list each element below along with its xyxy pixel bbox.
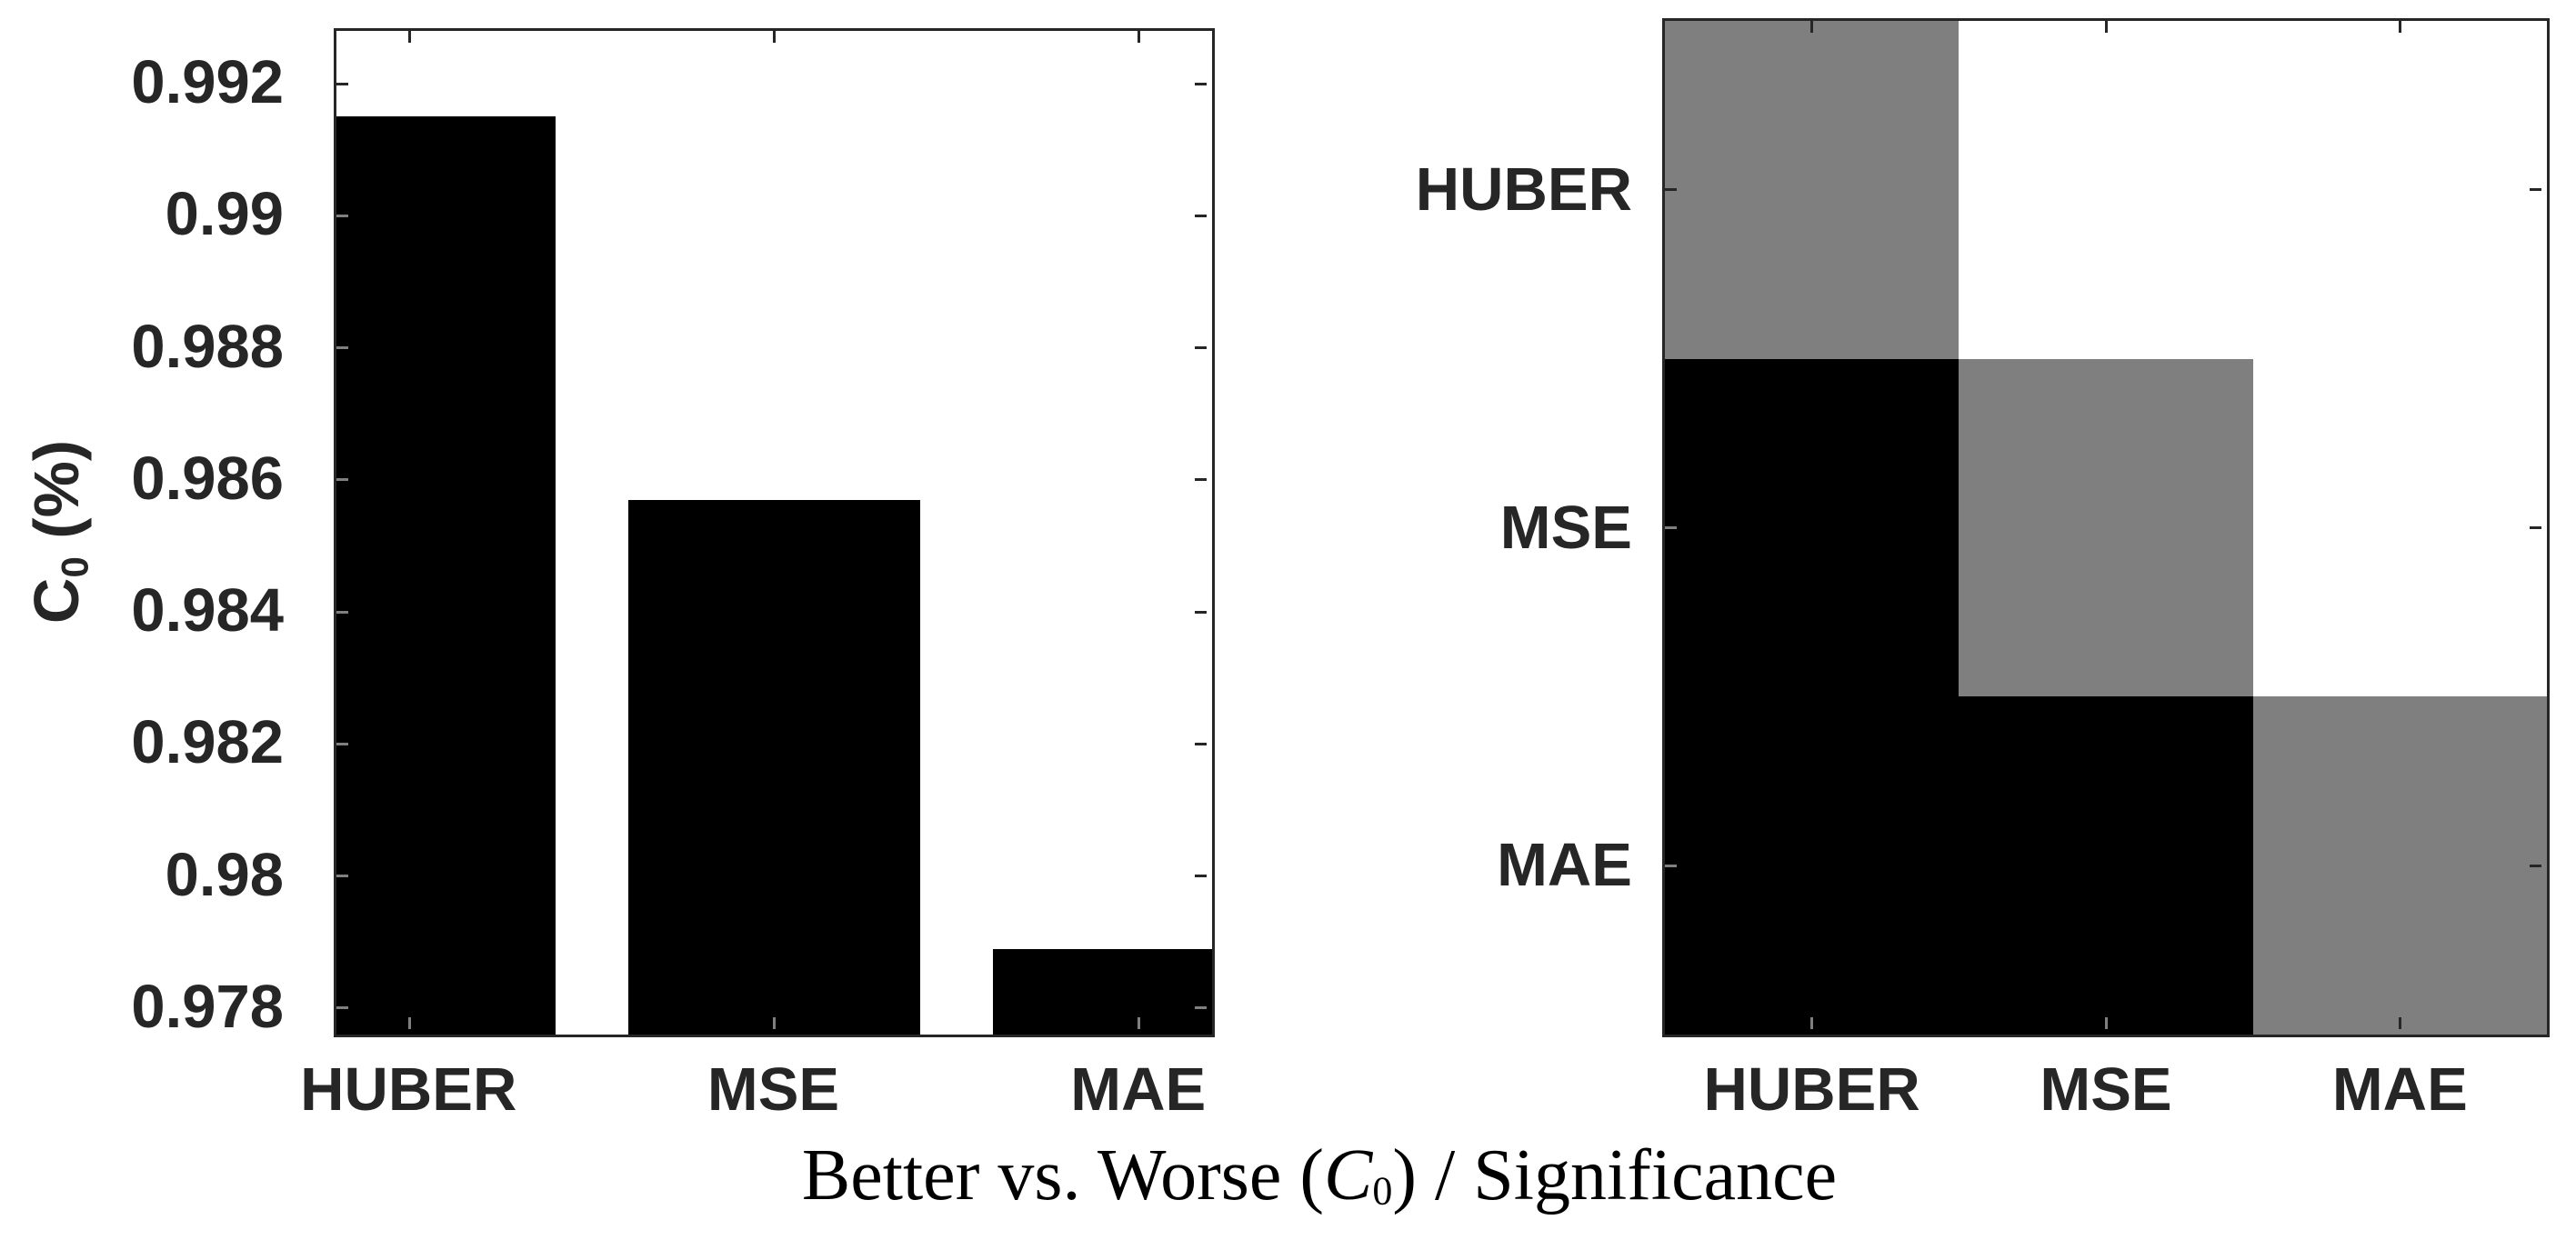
y-tick-mark	[336, 82, 348, 85]
heatmap-y-tick-mark	[2530, 188, 2541, 192]
heatmap-cell-r2c1	[1959, 696, 2254, 1035]
heatmap-col-label-mae: MAE	[2331, 1055, 2468, 1124]
y-tick-mark	[1195, 610, 1207, 614]
y-tick-label: 0.984	[131, 576, 284, 645]
heatmap-x-tick-mark	[1810, 21, 1814, 33]
bar-mse	[628, 499, 920, 1035]
x-tick-mark	[1138, 31, 1141, 43]
y-tick-mark	[1195, 478, 1207, 482]
y-tick-mark	[1195, 742, 1207, 745]
x-tick-mark	[773, 1017, 776, 1029]
y-tick-mark	[336, 478, 348, 482]
x-tick-mark	[407, 1017, 411, 1029]
heatmap-x-tick-mark	[2104, 21, 2108, 33]
heatmap-x-tick-mark	[2398, 21, 2401, 33]
x-tick-label-huber: HUBER	[300, 1055, 517, 1124]
heatmap-y-tick-mark	[1665, 526, 1677, 529]
y-tick-mark	[1195, 1006, 1207, 1010]
x-tick-mark	[773, 31, 776, 43]
bar-huber	[336, 116, 556, 1035]
y-tick-mark	[336, 1006, 348, 1010]
bar-mae	[993, 948, 1212, 1035]
y-tick-mark	[336, 610, 348, 614]
figure-title-var-subscript: 0	[1372, 1168, 1393, 1214]
significance-heatmap-plot-area	[1662, 18, 2550, 1037]
figure-title-prefix: Better vs. Worse (	[801, 1135, 1325, 1215]
heatmap-y-tick-mark	[1665, 188, 1677, 192]
figure-title-var: C	[1324, 1135, 1373, 1215]
heatmap-row-label-mse: MSE	[1499, 494, 1632, 562]
y-tick-mark	[1195, 875, 1207, 878]
y-tick-mark	[336, 214, 348, 217]
x-tick-mark	[407, 31, 411, 43]
y-tick-label: 0.988	[131, 313, 284, 381]
figure-title: Better vs. Worse (C0) / Significance	[410, 1139, 2229, 1227]
y-tick-label: 0.986	[131, 445, 284, 513]
heatmap-col-label-huber: HUBER	[1703, 1055, 1920, 1124]
y-tick-mark	[336, 742, 348, 745]
heatmap-col-label-mse: MSE	[2040, 1055, 2172, 1124]
x-tick-mark	[1138, 1017, 1141, 1029]
x-tick-label-mse: MSE	[707, 1055, 840, 1124]
y-tick-label: 0.992	[131, 48, 284, 116]
y-tick-mark	[1195, 346, 1207, 350]
heatmap-cell-r1c0	[1665, 358, 1960, 698]
heatmap-y-tick-mark	[1665, 864, 1677, 867]
y-tick-mark	[1195, 82, 1207, 85]
heatmap-cell-r0c1	[1959, 21, 2254, 360]
heatmap-row-label-huber: HUBER	[1415, 155, 1632, 224]
heatmap-x-tick-mark	[2104, 1017, 2108, 1029]
heatmap-cell-r1c2	[2252, 358, 2547, 698]
heatmap-cell-r0c0	[1665, 21, 1960, 360]
heatmap-y-tick-mark	[2530, 526, 2541, 529]
y-tick-label: 0.978	[131, 973, 284, 1041]
y-tick-label: 0.982	[131, 708, 284, 776]
heatmap-x-tick-mark	[1810, 1017, 1814, 1029]
y-axis-label-subscript: 0	[53, 556, 96, 578]
heatmap-x-tick-mark	[2398, 1017, 2401, 1029]
heatmap-cell-r0c2	[2252, 21, 2547, 360]
heatmap-cell-r2c0	[1665, 696, 1960, 1035]
y-tick-label: 0.99	[165, 180, 284, 248]
heatmap-row-label-mae: MAE	[1497, 831, 1632, 899]
bar-chart-plot-area	[334, 28, 1215, 1037]
heatmap-cell-r1c1	[1959, 358, 2254, 698]
y-tick-mark	[1195, 214, 1207, 217]
heatmap-y-tick-mark	[2530, 864, 2541, 867]
figure-title-suffix: ) / Significance	[1392, 1135, 1838, 1215]
x-tick-label-mae: MAE	[1070, 1055, 1207, 1124]
y-tick-mark	[336, 346, 348, 350]
y-tick-mark	[336, 875, 348, 878]
y-tick-label: 0.98	[165, 841, 284, 909]
heatmap-cell-r2c2	[2252, 696, 2547, 1035]
